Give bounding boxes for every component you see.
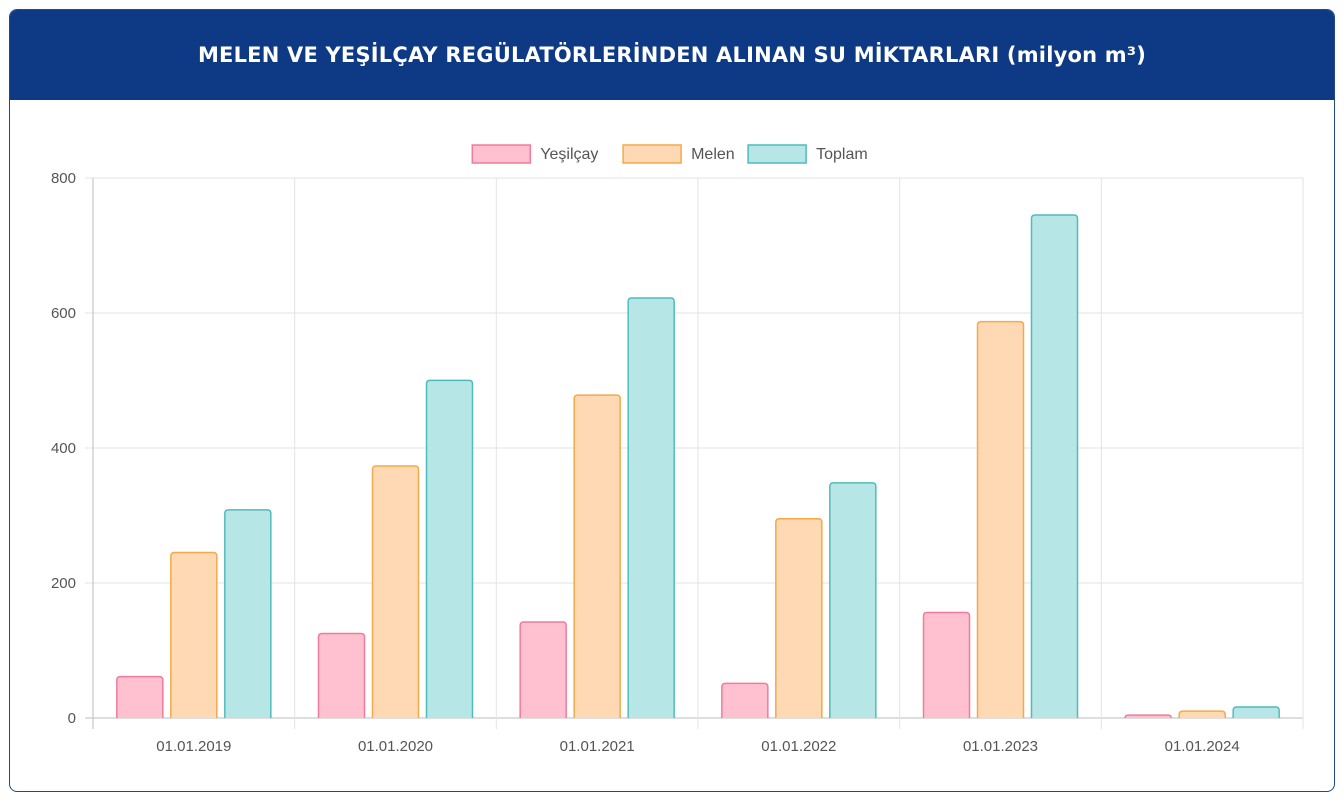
legend[interactable]: Yeşilçay Melen Toplam [471,144,868,164]
bar-melen[interactable] [976,320,1025,718]
bar-yesilcay[interactable] [519,621,567,718]
bar-toplam[interactable] [1030,214,1079,718]
chart-title: MELEN VE YEŞİLÇAY REGÜLATÖRLERİNDEN ALIN… [197,43,1147,67]
x-tick-label: 01.01.2023 [963,738,1038,755]
bar-toplam[interactable] [1232,706,1280,718]
y-tick-label: 200 [51,575,76,592]
axis-layer: 0 200 400 600 800 01.01.2019 01.01.2020 01.01.2… [51,170,1240,755]
x-tick-label: 01.01.2022 [761,738,836,755]
bar-yesilcay[interactable] [317,632,366,718]
grid-layer [85,177,1304,729]
x-tick-label: 01.01.2024 [1165,738,1240,755]
x-tick-label: 01.01.2021 [560,738,635,755]
legend-item[interactable]: Toplam [747,144,868,164]
bar-melen[interactable] [170,551,218,718]
bar-melen[interactable] [573,394,621,718]
legend-label: Melen [691,146,735,163]
legend-label: Yeşilçay [540,146,598,163]
bar-toplam[interactable] [224,509,272,718]
bar-melen[interactable] [1178,710,1226,718]
y-tick-label: 600 [51,305,76,322]
bar-yesilcay[interactable] [922,611,971,718]
legend-swatch [622,144,682,164]
y-tick-label: 800 [51,170,76,187]
bar-yesilcay[interactable] [1124,714,1172,719]
y-tick-label: 0 [68,710,76,727]
legend-item[interactable]: Yeşilçay [471,144,598,164]
bar-layer [116,214,1280,719]
bar-toplam[interactable] [425,379,474,718]
y-tick-label: 400 [51,440,76,457]
chart-header: MELEN VE YEŞİLÇAY REGÜLATÖRLERİNDEN ALIN… [10,10,1334,100]
x-tick-label: 01.01.2020 [358,738,433,755]
bar-toplam[interactable] [627,297,675,718]
legend-item[interactable]: Melen [622,144,735,164]
legend-swatch [471,144,532,164]
legend-swatch [747,144,807,164]
x-tick-label: 01.01.2019 [156,738,231,755]
bar-yesilcay[interactable] [116,675,164,718]
bar-melen[interactable] [371,465,420,718]
bar-toplam[interactable] [829,482,877,718]
bar-melen[interactable] [775,517,823,718]
bar-yesilcay[interactable] [721,682,769,718]
legend-label: Toplam [816,146,868,163]
